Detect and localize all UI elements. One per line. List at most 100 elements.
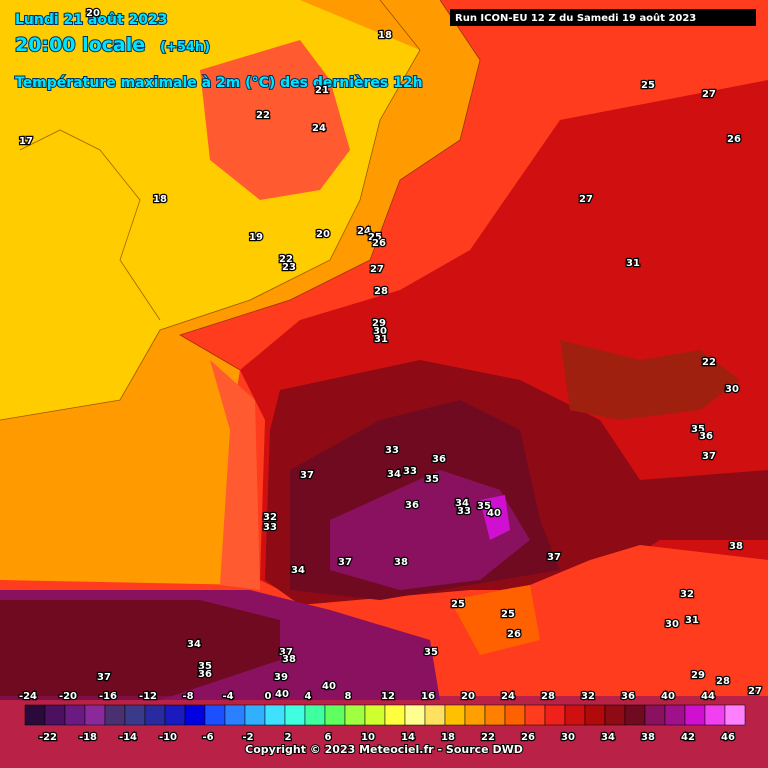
scale-swatch — [644, 704, 666, 726]
isotherm — [0, 0, 421, 421]
temperature-label: 36 — [405, 500, 419, 511]
scale-swatch — [384, 704, 406, 726]
temperature-label: 35 — [424, 647, 438, 658]
temperature-label: 32 — [263, 512, 277, 523]
scale-label: 12 — [381, 691, 395, 702]
scale-label: -14 — [119, 732, 137, 743]
scale-label: 38 — [641, 732, 655, 743]
scale-swatch — [584, 704, 606, 726]
temperature-label: 38 — [729, 541, 743, 552]
scale-swatch — [44, 704, 66, 726]
scale-label: 32 — [581, 691, 595, 702]
scale-swatch — [724, 704, 746, 726]
temperature-label: 34 — [455, 498, 469, 509]
temperature-label: 38 — [394, 557, 408, 568]
scale-label: 8 — [345, 691, 352, 702]
scale-swatch — [64, 704, 86, 726]
temperature-label: 27 — [748, 686, 762, 697]
scale-swatch — [184, 704, 206, 726]
temperature-label: 36 — [432, 454, 446, 465]
scale-swatch — [304, 704, 326, 726]
scale-swatch — [664, 704, 686, 726]
scale-swatch — [704, 704, 726, 726]
temperature-label: 23 — [282, 262, 296, 273]
temperature-label: 32 — [680, 589, 694, 600]
scale-swatch — [564, 704, 586, 726]
temperature-label: 25 — [641, 80, 655, 91]
temperature-label: 35 — [198, 661, 212, 672]
lead-time: (+54h) — [160, 40, 210, 55]
temperature-label: 37 — [300, 470, 314, 481]
scale-label: -4 — [222, 691, 233, 702]
temperature-label: 26 — [727, 134, 741, 145]
scale-label: -24 — [19, 691, 37, 702]
scale-swatch — [364, 704, 386, 726]
scale-swatch — [444, 704, 466, 726]
scale-label: 18 — [441, 732, 455, 743]
scale-swatch — [204, 704, 226, 726]
scale-label: 44 — [701, 691, 715, 702]
map-title: Température maximale à 2m (°C) des derni… — [15, 75, 423, 91]
temperature-label: 22 — [702, 357, 716, 368]
temperature-label: 37 — [702, 451, 716, 462]
scale-swatch — [404, 704, 426, 726]
scale-label: 2 — [285, 732, 292, 743]
temperature-label: 38 — [282, 654, 296, 665]
scale-label: 34 — [601, 732, 615, 743]
temperature-label: 25 — [501, 609, 515, 620]
temperature-label: 40 — [275, 689, 289, 700]
gulf-cool — [450, 585, 540, 655]
temperature-label: 33 — [385, 445, 399, 456]
temperature-label: 25 — [368, 232, 382, 243]
temperature-label: 37 — [547, 552, 561, 563]
scale-label: -16 — [99, 691, 117, 702]
temperature-label: 18 — [378, 30, 392, 41]
temperature-label: 36 — [198, 669, 212, 680]
scale-label: -18 — [79, 732, 97, 743]
scale-label: 22 — [481, 732, 495, 743]
temperature-label: 25 — [451, 599, 465, 610]
scale-label: 0 — [265, 691, 272, 702]
temperature-label: 19 — [249, 232, 263, 243]
scale-label: 42 — [681, 732, 695, 743]
temperature-label: 22 — [279, 254, 293, 265]
scale-label: 36 — [621, 691, 635, 702]
scale-swatch — [344, 704, 366, 726]
temperature-label: 37 — [279, 647, 293, 658]
temperature-label: 26 — [372, 238, 386, 249]
scale-swatch — [224, 704, 246, 726]
scale-swatch — [464, 704, 486, 726]
scale-swatch — [284, 704, 306, 726]
scale-label: 14 — [401, 732, 415, 743]
scale-label: -22 — [39, 732, 57, 743]
temperature-label: 33 — [457, 506, 471, 517]
scale-label: 40 — [661, 691, 675, 702]
temperature-label: 33 — [403, 466, 417, 477]
scale-label: -20 — [59, 691, 77, 702]
scale-label: 16 — [421, 691, 435, 702]
run-info: Run ICON-EU 12 Z du Samedi 19 août 2023 — [455, 12, 696, 24]
temperature-label: 27 — [370, 264, 384, 275]
temperature-label: 37 — [97, 672, 111, 683]
scale-swatch — [524, 704, 546, 726]
color-scale: -24-22-20-18-16-14-12-10-8-6-4-202468101… — [18, 690, 746, 744]
temperature-label: 18 — [153, 194, 167, 205]
temperature-label: 26 — [507, 629, 521, 640]
scale-swatch — [484, 704, 506, 726]
scale-swatch — [164, 704, 186, 726]
temperature-label: 31 — [374, 334, 388, 345]
temperature-label: 31 — [685, 615, 699, 626]
scale-label: 24 — [501, 691, 515, 702]
temperature-label: 27 — [702, 89, 716, 100]
temperature-label: 35 — [425, 474, 439, 485]
scale-swatch — [84, 704, 106, 726]
temperature-label: 22 — [256, 110, 270, 121]
temperature-label: 34 — [291, 565, 305, 576]
scale-swatch — [684, 704, 706, 726]
temperature-label: 30 — [725, 384, 739, 395]
temperature-label: 35 — [477, 501, 491, 512]
temperature-label: 39 — [274, 672, 288, 683]
scale-swatch — [424, 704, 446, 726]
temperature-label: 21 — [315, 85, 329, 96]
